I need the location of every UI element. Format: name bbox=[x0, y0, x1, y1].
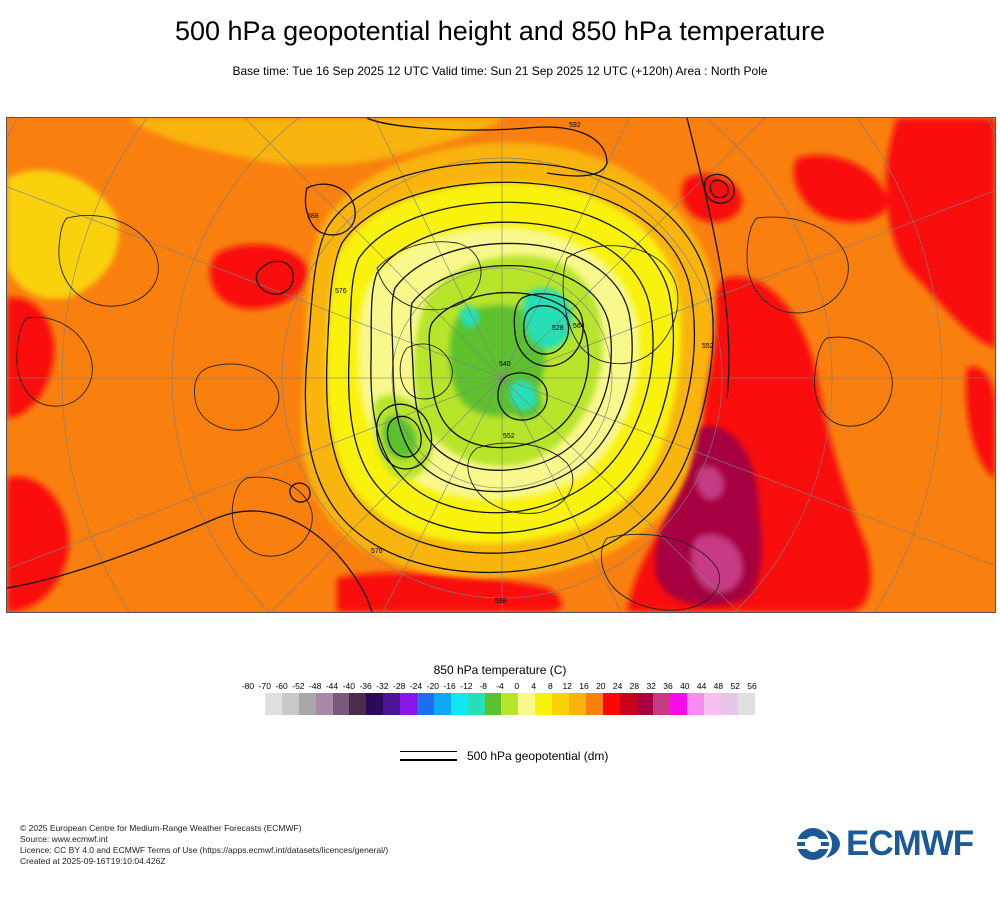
ecmwf-logo: ECMWF bbox=[796, 824, 986, 863]
legend-color-swatch bbox=[518, 693, 536, 715]
legend-tick-label: 20 bbox=[596, 681, 606, 691]
legend-tick-label: -12 bbox=[460, 681, 473, 691]
legend-tick-label: -70 bbox=[258, 681, 271, 691]
legend-tick-label: 0 bbox=[514, 681, 520, 691]
legend-tick-label: 28 bbox=[629, 681, 640, 691]
legend-tick-label: 36 bbox=[663, 681, 673, 691]
legend-color-swatch bbox=[721, 693, 738, 715]
legend-tick-label: -80 bbox=[241, 681, 255, 691]
legend-tick-label: 32 bbox=[646, 681, 656, 691]
legend-tick-label: 40 bbox=[680, 681, 690, 691]
geopotential-legend-line-thin bbox=[400, 751, 457, 752]
geopotential-legend: 500 hPa geopotential (dm) bbox=[400, 748, 660, 768]
legend-tick-label: 52 bbox=[730, 681, 740, 691]
legend-tick-label: -60 bbox=[275, 681, 288, 691]
temperature-legend-title: 850 hPa temperature (C) bbox=[433, 663, 567, 677]
legend-color-swatch bbox=[315, 693, 333, 715]
contour-label: 564 bbox=[573, 323, 585, 330]
legend-color-swatch bbox=[298, 693, 316, 715]
legend-tick-label: -40 bbox=[342, 681, 355, 691]
legend-tick-label: -44 bbox=[325, 681, 339, 691]
legend-tick-label: 16 bbox=[579, 681, 589, 691]
legend-color-swatch bbox=[484, 693, 502, 715]
legend-tick-label: 24 bbox=[612, 681, 623, 691]
legend-color-swatch bbox=[400, 693, 418, 715]
ecmwf-logo-text: ECMWF bbox=[846, 824, 974, 863]
legend-tick-label: -28 bbox=[393, 681, 406, 691]
contour-label: 528 bbox=[552, 325, 564, 332]
footer-created: Created at 2025-09-16T19:10:04.426Z bbox=[20, 856, 166, 866]
legend-color-swatch bbox=[552, 693, 570, 715]
contour-labels: 592 588 576 564 552 540 528 552 576 588 bbox=[307, 122, 714, 605]
legend-tick-label: -4 bbox=[496, 681, 504, 691]
legend-tick-label: 44 bbox=[696, 681, 707, 691]
legend-color-swatch bbox=[569, 693, 586, 715]
temp-coldest-cores bbox=[459, 288, 573, 411]
legend-color-swatch bbox=[281, 693, 299, 715]
legend-tick-label: 56 bbox=[747, 681, 757, 691]
legend-tick-label: 4 bbox=[531, 681, 536, 691]
legend-color-swatch bbox=[501, 693, 519, 715]
geopotential-legend-line-thick bbox=[400, 759, 457, 761]
legend-color-swatch bbox=[417, 693, 434, 715]
geopotential-legend-label: 500 hPa geopotential (dm) bbox=[467, 749, 609, 763]
footer-copyright: © 2025 European Centre for Medium-Range … bbox=[20, 823, 302, 833]
ecmwf-logo-icon bbox=[796, 828, 842, 860]
contour-label: 552 bbox=[702, 343, 714, 350]
legend-color-swatch bbox=[366, 693, 384, 715]
map-graticule bbox=[7, 118, 995, 612]
temp-mild-region-west bbox=[7, 170, 119, 299]
page-title: 500 hPa geopotential height and 850 hPa … bbox=[174, 16, 825, 46]
legend-color-swatch bbox=[265, 693, 282, 715]
page-subtitle: Base time: Tue 16 Sep 2025 12 UTC Valid … bbox=[232, 64, 768, 78]
legend-color-swatch bbox=[602, 693, 620, 715]
footer-licence: Licence: CC BY 4.0 and ECMWF Terms of Us… bbox=[20, 845, 389, 855]
footer-source: Source: www.ecmwf.int bbox=[20, 834, 108, 844]
legend-tick-label: -36 bbox=[359, 681, 372, 691]
legend-tick-label: -16 bbox=[443, 681, 456, 691]
legend-color-swatch bbox=[670, 693, 688, 715]
legend-tick-label: -48 bbox=[309, 681, 322, 691]
footer-credits: © 2025 European Centre for Medium-Range … bbox=[20, 823, 388, 867]
legend-tick-label: 12 bbox=[562, 681, 572, 691]
map-coastlines bbox=[16, 214, 893, 611]
legend-color-swatch bbox=[704, 693, 722, 715]
legend-color-swatch bbox=[450, 693, 468, 715]
legend-color-swatch bbox=[687, 693, 705, 715]
legend-tick-label: 8 bbox=[548, 681, 553, 691]
temperature-color-bar bbox=[265, 693, 755, 715]
weather-map: 592 588 576 564 552 540 528 552 576 588 bbox=[6, 117, 996, 613]
legend-color-swatch bbox=[383, 693, 401, 715]
legend-color-swatch bbox=[535, 693, 553, 715]
contour-label: 540 bbox=[499, 361, 511, 368]
legend-tick-label: 48 bbox=[713, 681, 724, 691]
legend-tick-label: -20 bbox=[426, 681, 439, 691]
legend-tick-label: -24 bbox=[409, 681, 423, 691]
legend-color-swatch bbox=[619, 693, 637, 715]
contour-label: 588 bbox=[307, 213, 319, 220]
geopotential-contours bbox=[7, 118, 735, 612]
legend-color-swatch bbox=[467, 693, 485, 715]
contour-label: 592 bbox=[569, 122, 581, 129]
legend-color-swatch bbox=[433, 693, 451, 715]
contour-label: 552 bbox=[503, 433, 515, 440]
legend-color-swatch bbox=[737, 693, 755, 715]
legend-tick-label: -8 bbox=[479, 681, 487, 691]
legend-tick-label: -32 bbox=[376, 681, 389, 691]
legend-tick-label: -52 bbox=[292, 681, 305, 691]
contour-label: 576 bbox=[335, 288, 347, 295]
legend-color-swatch bbox=[636, 693, 654, 715]
contour-label: 588 bbox=[495, 598, 507, 605]
map-canvas: 592 588 576 564 552 540 528 552 576 588 bbox=[7, 118, 995, 612]
legend-color-swatch bbox=[349, 693, 367, 715]
legend-color-swatch bbox=[585, 693, 603, 715]
temperature-legend-ticks: -80 -70 -60 -52 -48 -44 -40 -36 -32 -28 -24 -20 -16-… bbox=[0, 681, 1000, 693]
temp-mild-region-north bbox=[127, 118, 507, 166]
contour-label: 576 bbox=[371, 548, 383, 555]
legend-color-swatch bbox=[653, 693, 671, 715]
legend-color-swatch bbox=[332, 693, 350, 715]
